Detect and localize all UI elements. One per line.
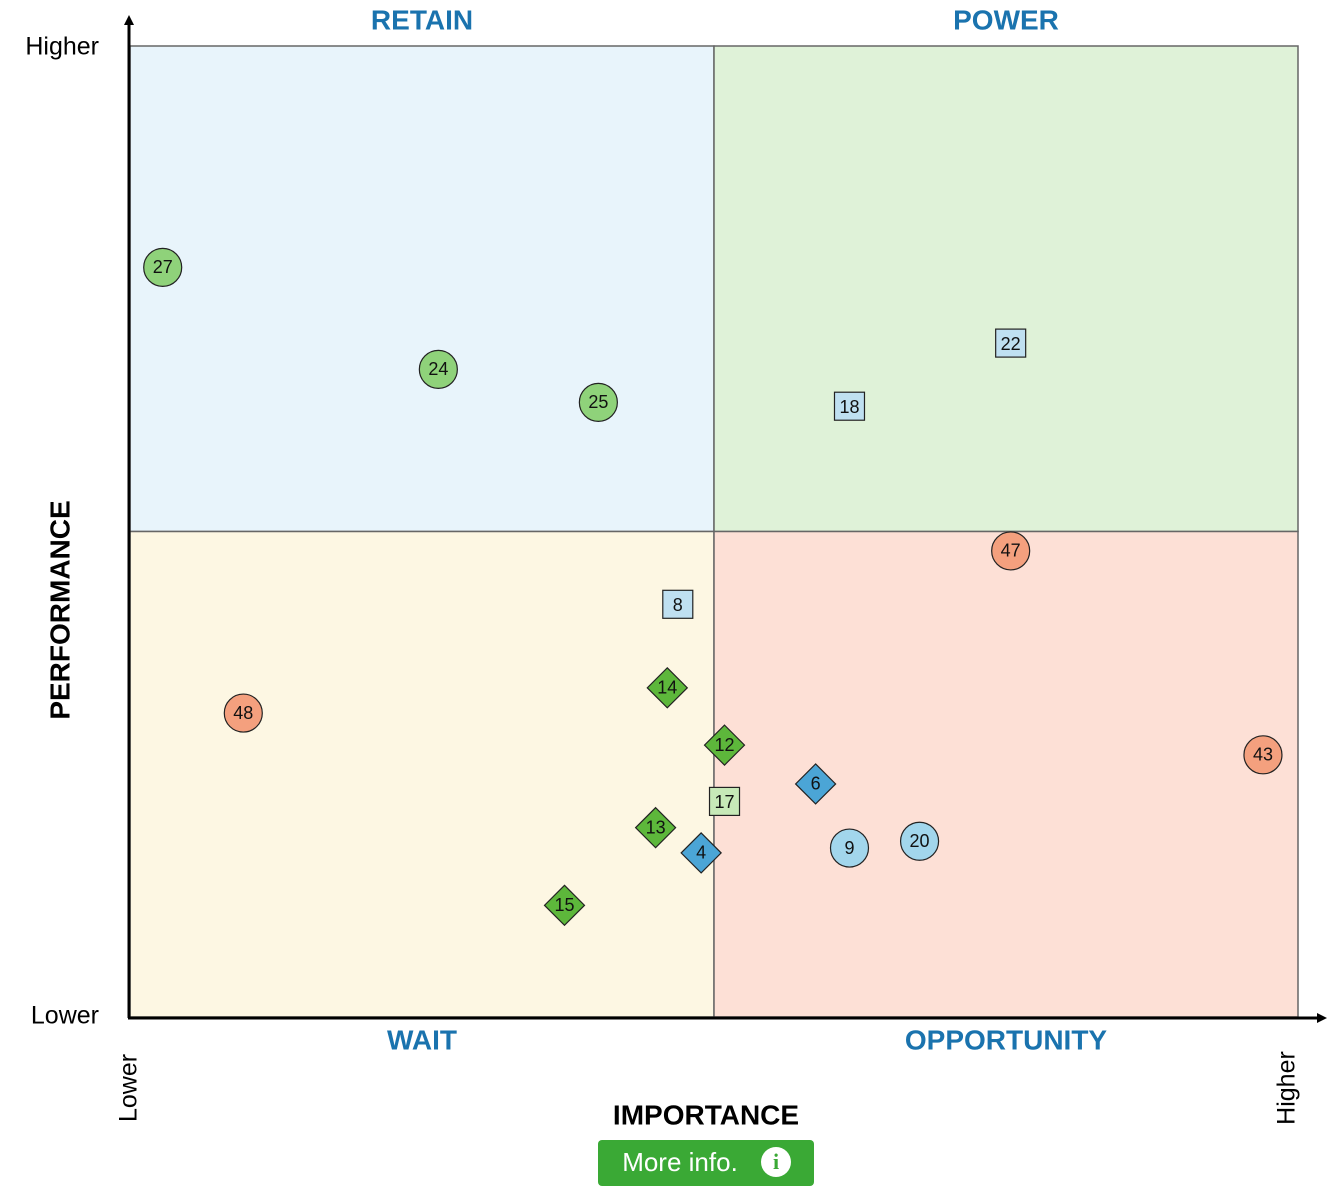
quadrant [129,45,715,533]
point [418,349,458,389]
point [708,786,741,817]
point-label: 47 [1001,541,1021,561]
point-label: 24 [428,359,448,379]
quadrant-label: POWER [953,4,1059,35]
quadrant [713,45,1299,533]
point-label: 43 [1253,745,1273,765]
button-label[interactable]: More info. [622,1147,738,1177]
point [578,382,618,422]
point [833,391,866,421]
quadrant-label: RETAIN [371,4,473,35]
point-label: 13 [646,817,666,837]
more-info-button[interactable]: More info. i [598,1140,814,1186]
quadrants: RETAIN POWER WAIT OPPORTUNITY [129,4,1299,1055]
point [646,666,689,709]
x-tick-label: Higher [1273,1051,1301,1125]
point [543,884,586,927]
point-label: 17 [714,792,734,812]
point-label: 20 [910,831,930,851]
point [995,328,1027,358]
point [634,806,677,849]
button-bg[interactable] [598,1140,814,1186]
y-tick-label: Lower [31,1002,99,1030]
point-label: 18 [839,397,859,417]
point-label: 9 [844,838,854,858]
quadrant [713,530,1299,1018]
y-axis-title: PERFORMANCE [44,500,75,719]
point [829,828,870,868]
quadrant [129,530,715,1018]
point [703,724,746,766]
info-icon-glyph[interactable]: i [773,1149,779,1174]
point-label: 22 [1001,334,1021,354]
x-axis-title: IMPORTANCE [613,1099,799,1130]
point [899,821,940,861]
point-label: 4 [696,843,706,863]
point-label: 14 [657,678,677,698]
point [680,832,723,874]
point-label: 8 [673,595,683,615]
point [1243,735,1283,775]
point [794,763,837,805]
point-label: 48 [233,703,253,723]
point-label: 12 [714,735,734,755]
info-icon[interactable] [761,1147,791,1177]
point-label: 15 [554,895,574,915]
point [223,693,263,733]
x-tick-label: Lower [115,1054,143,1122]
points: 27 24 25 22 18 8 47 48 43 14 12 13 15 17 6 4 9 20 [143,247,1283,927]
quadrant-label: OPPORTUNITY [905,1024,1108,1055]
point-label: 25 [588,392,608,412]
point [143,247,183,287]
quadrant-label: WAIT [387,1024,457,1055]
y-tick-label: Higher [25,33,99,61]
point [662,589,694,619]
point-label: 6 [811,774,821,794]
point-label: 27 [153,257,173,277]
point [991,531,1031,571]
